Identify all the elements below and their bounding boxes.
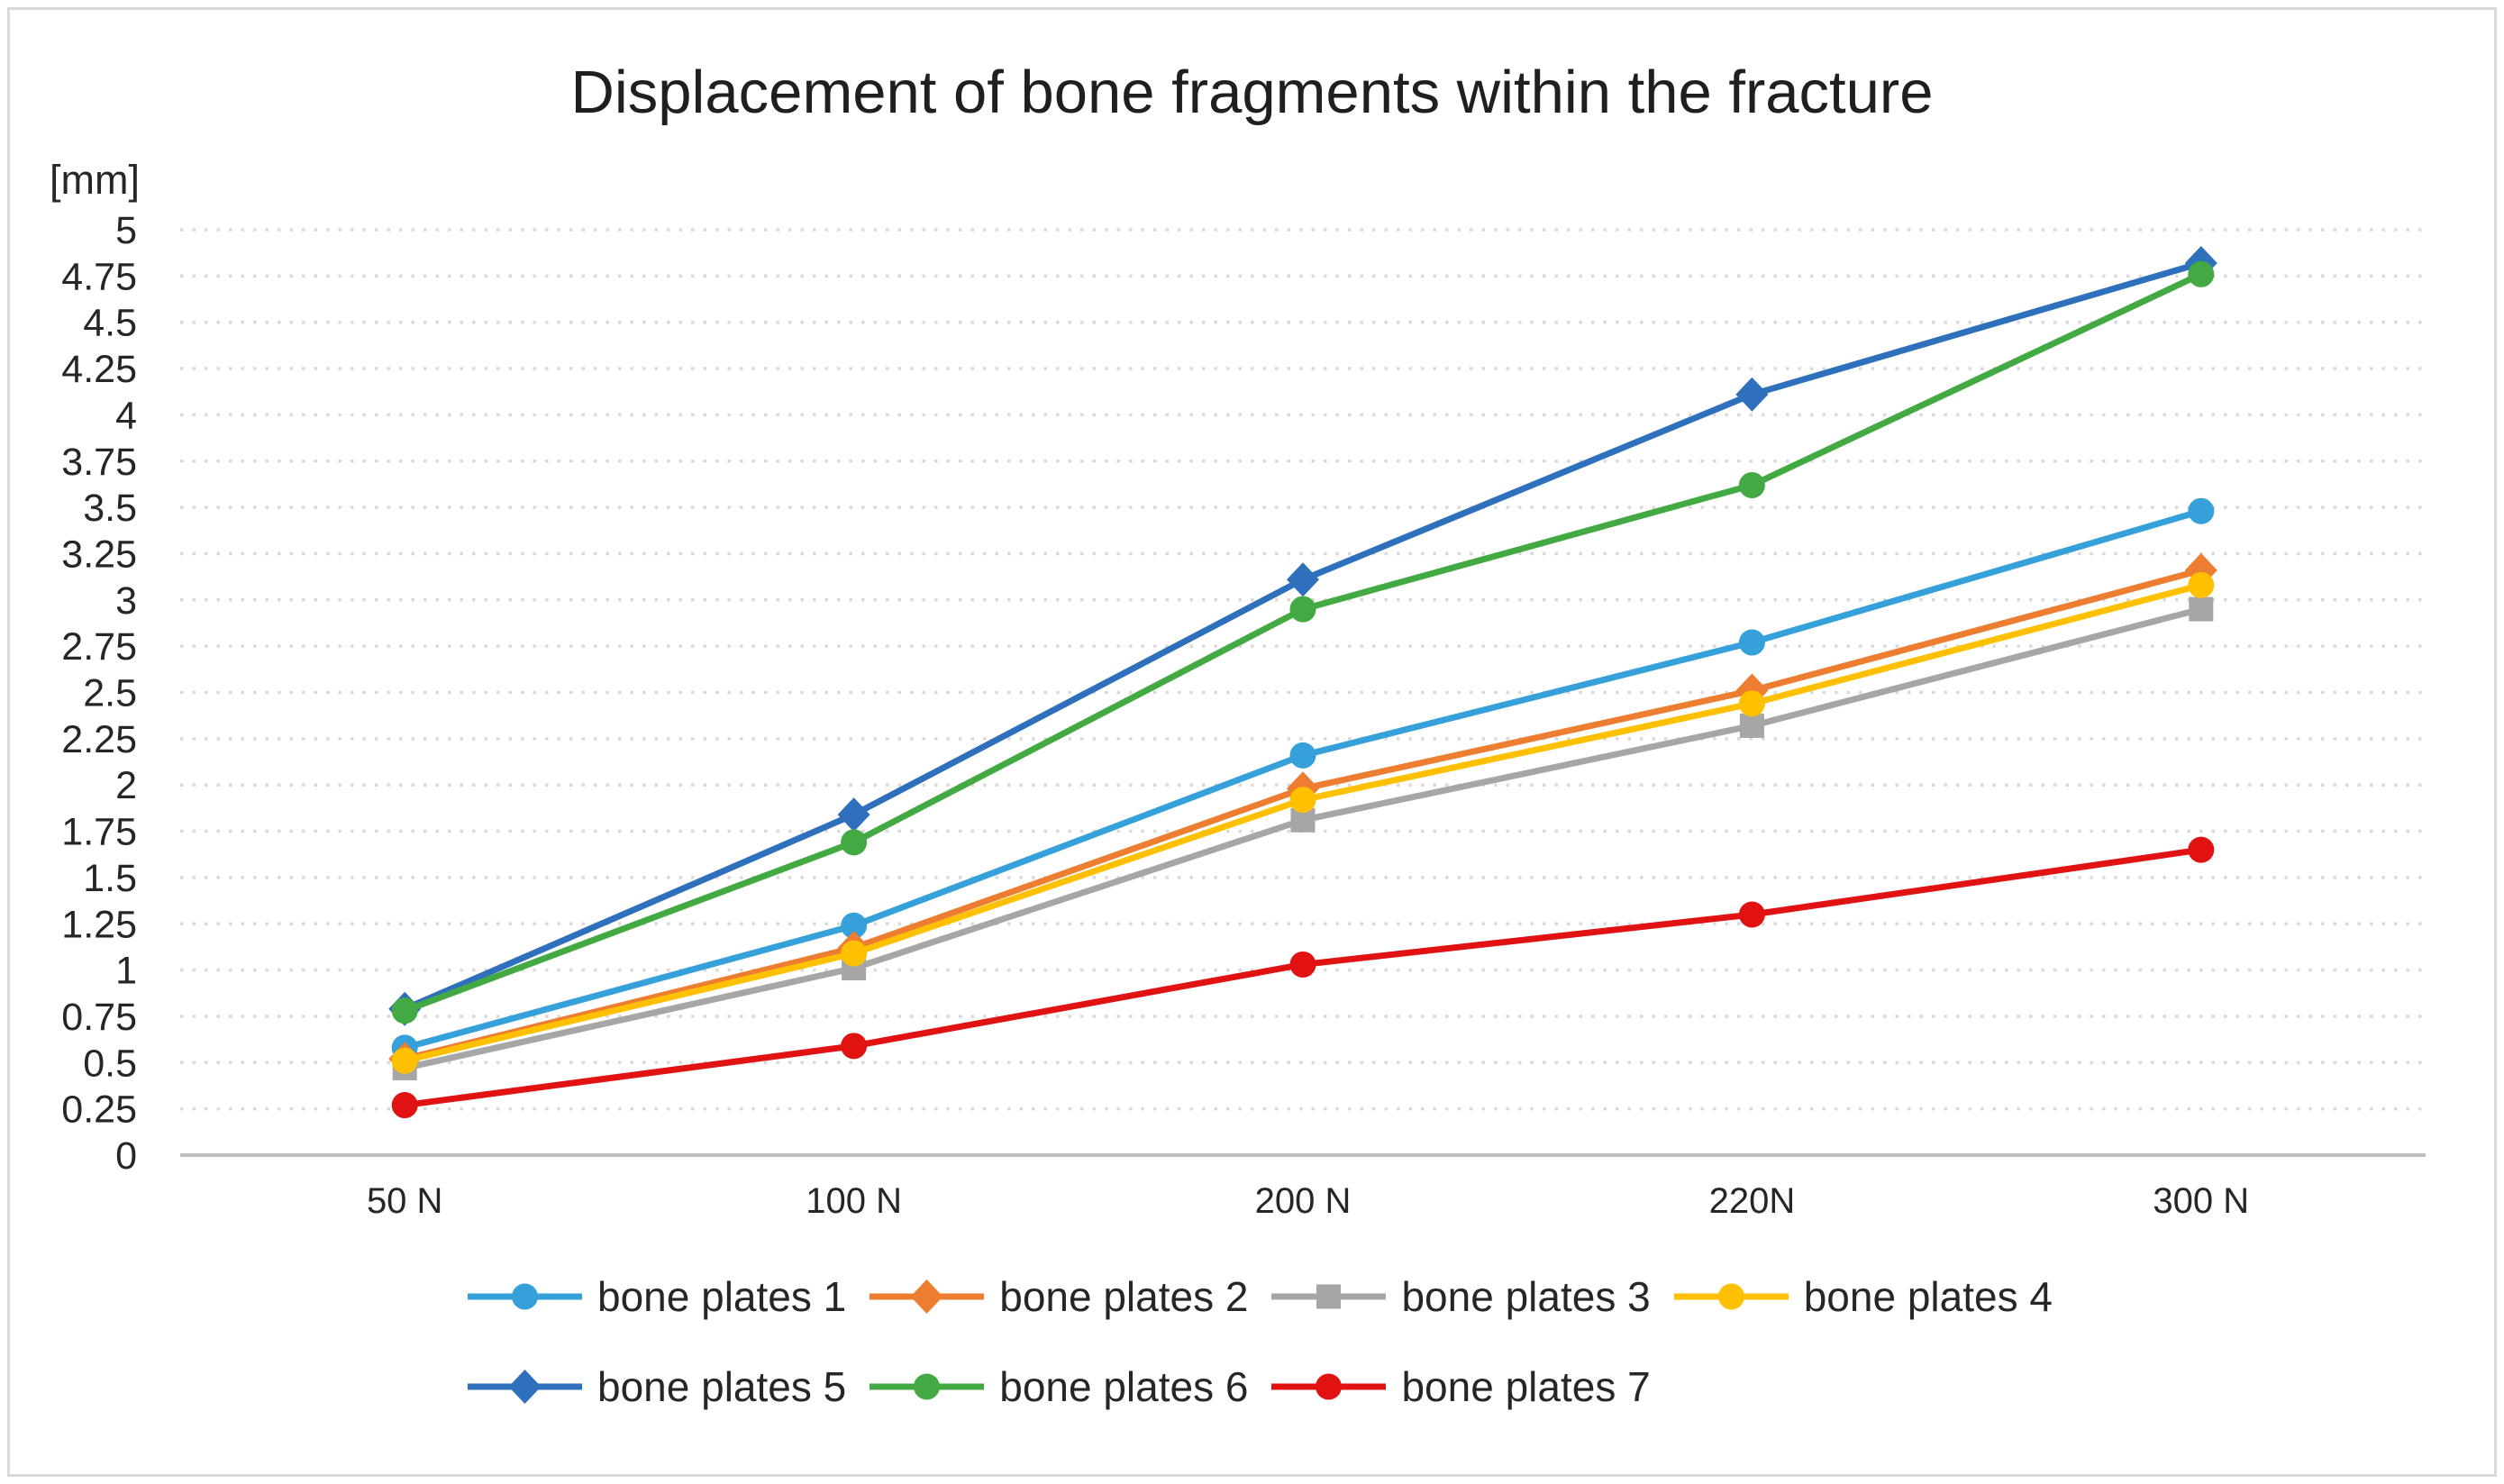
x-axis-category-label: 300 N (2153, 1181, 2249, 1221)
y-tick-label: 3.25 (61, 533, 137, 576)
chart-title: Displacement of bone fragments within th… (570, 59, 1934, 126)
data-point-marker (1738, 901, 1765, 928)
y-tick-label: 0 (115, 1134, 137, 1178)
data-point-marker (2188, 497, 2215, 524)
data-point-marker (1738, 690, 1765, 717)
legend-row-1: bone plates 1 bone plates 2 bone plates 3 b… (468, 1272, 2076, 1321)
x-axis-category-label: 100 N (806, 1181, 902, 1221)
legend-item: bone plates 3 (1271, 1272, 1651, 1321)
legend-label: bone plates 5 (597, 1363, 847, 1410)
y-tick-label: 0.25 (61, 1088, 137, 1132)
y-tick-label: 1.5 (83, 857, 137, 900)
data-point-marker (841, 829, 868, 856)
x-axis-category-label: 220N (1709, 1181, 1796, 1221)
y-tick-label: 1.75 (61, 811, 137, 854)
data-point-marker (1289, 742, 1316, 769)
y-tick-label: 0.5 (83, 1042, 137, 1085)
y-tick-label: 2.25 (61, 718, 137, 761)
legend-marker-circle-icon (870, 1373, 985, 1400)
data-point-marker (1289, 951, 1316, 978)
y-tick-label: 4.75 (61, 255, 137, 298)
legend-label: bone plates 6 (999, 1363, 1249, 1410)
data-point-marker (1287, 562, 1319, 597)
legend-marker-circle-icon (1271, 1373, 1387, 1400)
legend-marker-circle-icon (468, 1283, 582, 1310)
y-tick-label: 0.75 (61, 996, 137, 1039)
data-point-marker (1289, 787, 1316, 814)
legend-label: bone plates 4 (1803, 1273, 2053, 1320)
legend-item: bone plates 6 (870, 1362, 1248, 1411)
legend-item: bone plates 7 (1271, 1362, 1651, 1411)
legend-marker-diamond-icon (870, 1279, 985, 1314)
y-tick-label: 2.75 (61, 625, 137, 669)
data-point-marker (2188, 260, 2215, 287)
data-point-marker (1735, 377, 1769, 412)
data-point-marker (391, 1092, 418, 1119)
data-point-marker (841, 912, 868, 939)
series-line-5 (401, 259, 2205, 1013)
data-point-marker (2189, 596, 2214, 622)
legend-label: bone plates 2 (999, 1273, 1249, 1320)
legend-label: bone plates 3 (1401, 1273, 1651, 1320)
y-tick-label: 1 (115, 950, 137, 993)
y-tick-label: 5 (115, 209, 137, 252)
y-tick-label: 4.5 (83, 302, 137, 345)
y-tick-label: 2.5 (83, 672, 137, 715)
legend-marker-circle-icon (1673, 1283, 1789, 1310)
legend-item: bone plates 5 (468, 1362, 846, 1411)
y-tick-label: 4.25 (61, 348, 137, 391)
legend-item: bone plates 1 (468, 1272, 846, 1321)
legend-marker-diamond-icon (468, 1370, 582, 1404)
data-point-marker (1738, 471, 1765, 498)
y-tick-label: 3.75 (61, 441, 137, 484)
y-axis-unit-label: [mm] (50, 157, 140, 203)
legend-marker-square-icon (1271, 1284, 1387, 1309)
legend-item: bone plates 2 (870, 1272, 1248, 1321)
y-tick-label: 2 (115, 764, 137, 807)
legend-row-2: bone plates 5 bone plates 6 bone plates 7 (468, 1362, 1674, 1411)
data-point-marker (391, 997, 418, 1024)
data-point-marker (837, 797, 870, 833)
data-point-marker (2188, 836, 2215, 863)
data-point-marker (841, 940, 868, 967)
y-tick-label: 4 (115, 394, 137, 437)
y-tick-label: 1.25 (61, 903, 137, 946)
legend-label: bone plates 1 (597, 1273, 847, 1320)
data-point-marker (1289, 596, 1316, 623)
y-tick-label: 3 (115, 579, 137, 623)
y-tick-label: 3.5 (83, 487, 137, 530)
data-point-marker (1738, 629, 1765, 656)
data-point-marker (391, 1047, 418, 1074)
x-axis-category-label: 50 N (367, 1181, 443, 1221)
x-axis-category-label: 200 N (1255, 1181, 1352, 1221)
legend-label: bone plates 7 (1401, 1363, 1651, 1410)
data-point-marker (2188, 571, 2215, 598)
legend-item: bone plates 4 (1673, 1272, 2053, 1321)
data-point-marker (1739, 713, 1764, 738)
data-point-marker (841, 1033, 868, 1060)
